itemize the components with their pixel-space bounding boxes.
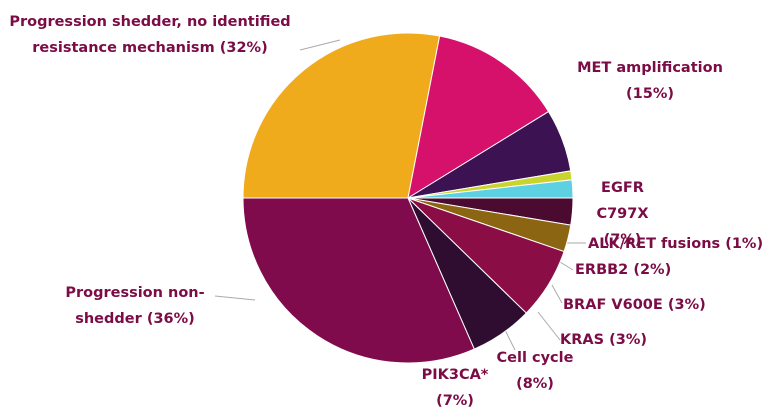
category-name: MET amplification [577, 60, 723, 76]
category-name: Cell cycle [496, 350, 574, 366]
category-name: Progression non-shedder [65, 285, 205, 327]
slice-label: PIK3CA* (7%) [405, 362, 505, 414]
category-name: EGFR C797X [596, 180, 649, 222]
leader-line [504, 329, 516, 351]
leader-line [214, 295, 256, 301]
category-name: KRAS [560, 332, 605, 348]
pie-slice [242, 197, 475, 364]
category-name: BRAF V600E [563, 297, 663, 313]
category-name: ALK/RET fusions [588, 236, 721, 252]
leader-line [559, 261, 574, 271]
value-label: (36%) [146, 311, 195, 327]
slice-label: Progression shedder, no identified resis… [0, 9, 300, 61]
slice-label: ERBB2 (2%) [575, 257, 695, 283]
slice-label: KRAS (3%) [560, 327, 680, 353]
value-label: (3%) [609, 332, 648, 348]
slice-label: ALK/RET fusions (1%) [588, 231, 778, 257]
slice-label: MET amplification (15%) [555, 55, 745, 107]
slice-label: EGFR C797X (7%) [575, 175, 670, 253]
value-label: (3%) [667, 297, 706, 313]
pie-slice [242, 32, 441, 199]
slice-label: Cell cycle (8%) [490, 345, 580, 397]
category-name: PIK3CA* [421, 367, 489, 383]
leader-line [299, 39, 341, 51]
value-label: (32%) [219, 40, 268, 56]
pie-slice [407, 35, 550, 200]
category-name: Progression shedder, no identified resis… [9, 14, 291, 56]
value-label: (2%) [633, 262, 672, 278]
category-name: ERBB2 [575, 262, 629, 278]
value-label: (7%) [603, 232, 642, 248]
value-label: (1%) [725, 236, 764, 252]
value-label: (15%) [626, 86, 674, 102]
leader-line [537, 311, 561, 341]
slice-label: Progression non-shedder (36%) [45, 280, 225, 332]
value-label: (7%) [436, 393, 474, 409]
leader-line [551, 284, 563, 304]
slice-label: BRAF V600E (3%) [563, 292, 723, 318]
value-label: (8%) [516, 376, 554, 392]
